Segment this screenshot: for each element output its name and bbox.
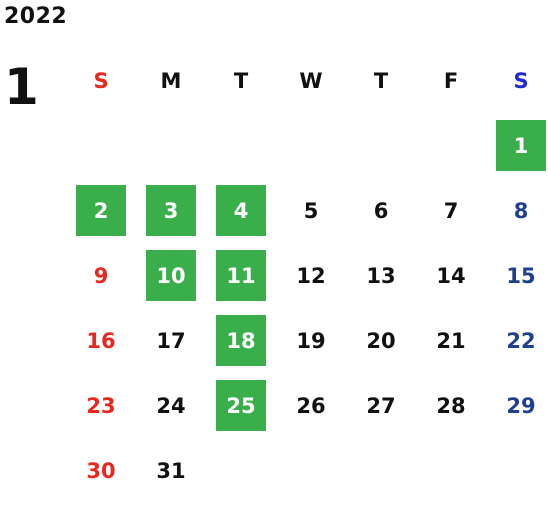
day-number: 22 [506, 328, 536, 353]
day-number: 3 [146, 185, 196, 236]
week-row: 1 [76, 120, 548, 171]
day-cell: 12 [286, 250, 356, 301]
empty-day-cell [356, 445, 426, 496]
weekday-mon: M [160, 69, 182, 93]
empty-day-cell [286, 445, 356, 496]
empty-day-cell [76, 120, 146, 171]
day-number: 27 [366, 393, 396, 418]
day-cell: 23 [76, 380, 146, 431]
day-number: 7 [443, 198, 459, 223]
day-cell: 9 [76, 250, 146, 301]
day-cell: 19 [286, 315, 356, 366]
calendar-grid: S M T W T F S 1 2 3 4 5 6 7 8 9 10 11 12 13 14 15 16 17 1… [76, 58, 548, 510]
month-number: 1 [4, 58, 39, 116]
day-cell: 26 [286, 380, 356, 431]
day-cell: 18 [216, 315, 286, 366]
day-cell: 27 [356, 380, 426, 431]
day-cell: 28 [426, 380, 496, 431]
day-cell: 10 [146, 250, 216, 301]
week-row: 23 24 25 26 27 28 29 [76, 380, 548, 431]
week-row: 9 10 11 12 13 14 15 [76, 250, 548, 301]
day-cell: 15 [496, 250, 548, 301]
day-number: 5 [303, 198, 319, 223]
year-label: 2022 [4, 4, 68, 29]
day-number: 23 [86, 393, 116, 418]
day-number: 25 [216, 380, 266, 431]
day-number: 19 [296, 328, 326, 353]
day-cell: 6 [356, 185, 426, 236]
day-number: 31 [156, 458, 186, 483]
day-cell: 8 [496, 185, 548, 236]
day-number: 18 [216, 315, 266, 366]
day-cell: 16 [76, 315, 146, 366]
empty-day-cell [216, 445, 286, 496]
day-cell: 14 [426, 250, 496, 301]
day-number: 14 [436, 263, 466, 288]
weekday-header: S M T W T F S [76, 58, 548, 104]
day-number: 30 [86, 458, 116, 483]
day-number: 1 [496, 120, 546, 171]
day-cell: 2 [76, 185, 146, 236]
day-number: 11 [216, 250, 266, 301]
day-cell: 25 [216, 380, 286, 431]
day-cell: 29 [496, 380, 548, 431]
empty-day-cell [146, 120, 216, 171]
empty-day-cell [426, 120, 496, 171]
day-cell: 13 [356, 250, 426, 301]
day-cell: 21 [426, 315, 496, 366]
empty-day-cell [426, 445, 496, 496]
empty-day-cell [356, 120, 426, 171]
week-row: 16 17 18 19 20 21 22 [76, 315, 548, 366]
day-cell: 11 [216, 250, 286, 301]
day-number: 20 [366, 328, 396, 353]
day-cell: 22 [496, 315, 548, 366]
day-number: 13 [366, 263, 396, 288]
day-number: 12 [296, 263, 326, 288]
day-number: 26 [296, 393, 326, 418]
weeks-container: 1 2 3 4 5 6 7 8 9 10 11 12 13 14 15 16 17 18 19 20 21 22 23 24 2… [76, 120, 548, 496]
day-number: 4 [216, 185, 266, 236]
empty-day-cell [286, 120, 356, 171]
day-cell: 5 [286, 185, 356, 236]
weekday-tue: T [233, 69, 249, 93]
day-cell: 24 [146, 380, 216, 431]
weekday-thu: T [373, 69, 389, 93]
day-cell: 17 [146, 315, 216, 366]
empty-day-cell [496, 445, 548, 496]
day-number: 16 [86, 328, 116, 353]
empty-day-cell [216, 120, 286, 171]
day-cell: 30 [76, 445, 146, 496]
weekday-wed: W [299, 69, 323, 93]
day-number: 17 [156, 328, 186, 353]
day-cell: 4 [216, 185, 286, 236]
day-cell: 3 [146, 185, 216, 236]
day-cell: 1 [496, 120, 548, 171]
day-number: 9 [93, 263, 109, 288]
weekday-sun: S [93, 69, 109, 93]
weekday-fri: F [443, 69, 459, 93]
day-number: 6 [373, 198, 389, 223]
week-row: 30 31 [76, 445, 548, 496]
day-number: 15 [506, 263, 536, 288]
day-number: 29 [506, 393, 536, 418]
day-number: 8 [513, 198, 529, 223]
day-number: 24 [156, 393, 186, 418]
day-number: 2 [76, 185, 126, 236]
day-number: 21 [436, 328, 466, 353]
day-cell: 20 [356, 315, 426, 366]
day-number: 28 [436, 393, 466, 418]
day-cell: 31 [146, 445, 216, 496]
weekday-sat: S [513, 69, 529, 93]
day-cell: 7 [426, 185, 496, 236]
day-number: 10 [146, 250, 196, 301]
